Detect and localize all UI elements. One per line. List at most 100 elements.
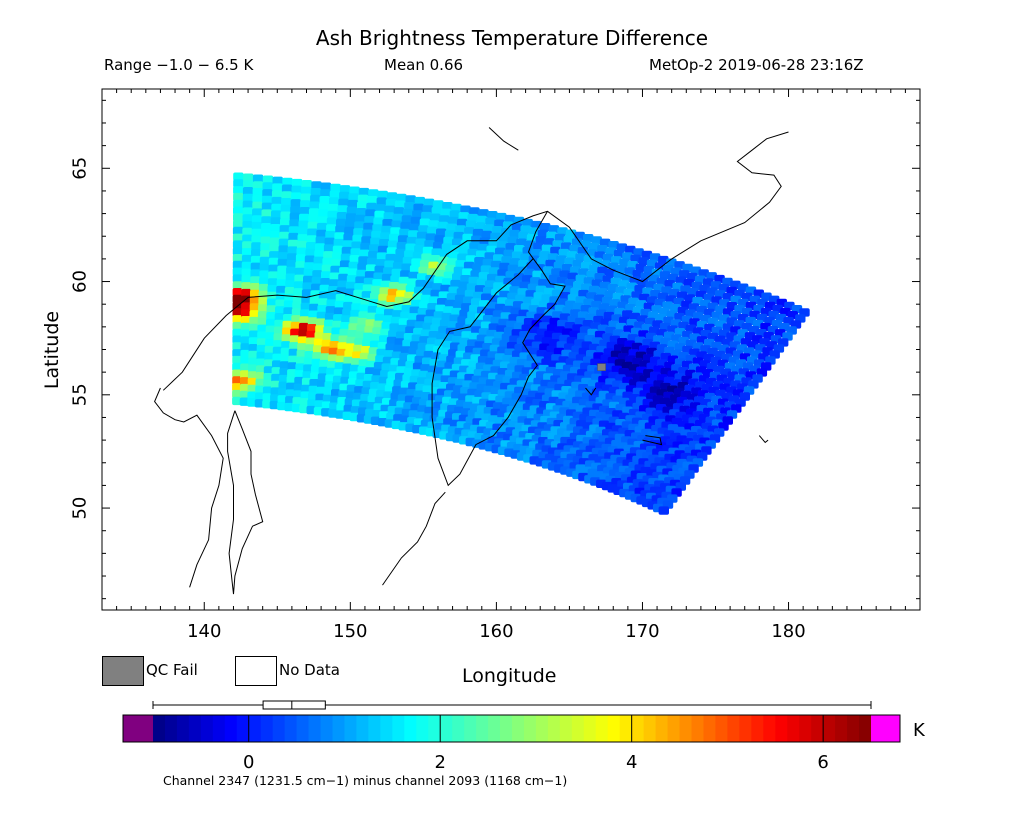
swath-pixel bbox=[387, 240, 399, 249]
swath-pixel bbox=[330, 265, 341, 275]
swath-pixel bbox=[299, 213, 310, 223]
swath-pixel bbox=[505, 299, 516, 308]
swath-pixel bbox=[602, 253, 614, 263]
swath-pixel bbox=[257, 331, 268, 340]
swath-pixel bbox=[326, 217, 338, 226]
swath-pixel bbox=[380, 328, 391, 338]
swath-pixel bbox=[275, 299, 286, 308]
swath-pixel bbox=[316, 311, 328, 321]
swath-pixel bbox=[363, 277, 375, 287]
swath-pixel bbox=[242, 214, 253, 223]
swath-pixel bbox=[268, 257, 280, 267]
colorbar-segment bbox=[344, 715, 358, 742]
swath-pixel bbox=[282, 177, 293, 187]
swath-pixel bbox=[276, 279, 287, 288]
swath-pixel bbox=[314, 249, 325, 259]
swath-pixel bbox=[381, 273, 393, 283]
swath-pixel bbox=[453, 266, 465, 276]
swath-pixel bbox=[343, 233, 354, 242]
swath-pixel bbox=[265, 339, 276, 348]
swath-pixel bbox=[522, 247, 533, 256]
colorbar-segment bbox=[296, 715, 310, 742]
swath-pixel bbox=[288, 232, 299, 242]
colorbar-segment bbox=[248, 715, 262, 742]
swath-pixel bbox=[266, 318, 277, 328]
swath-pixel bbox=[233, 192, 244, 202]
swath-pixel bbox=[242, 200, 254, 209]
swath-pixel bbox=[362, 284, 374, 293]
swath-pixel bbox=[321, 264, 333, 273]
swath-pixel bbox=[377, 245, 389, 255]
swath-pixel bbox=[619, 258, 630, 267]
swath-pixel bbox=[443, 306, 454, 315]
swath-pixel bbox=[489, 267, 500, 276]
swath-pixel bbox=[270, 224, 281, 233]
swath-pixel bbox=[457, 253, 468, 262]
swath-pixel bbox=[327, 210, 338, 220]
swath-pixel bbox=[423, 198, 435, 207]
colorbar-segment bbox=[787, 715, 800, 742]
swath-pixel bbox=[422, 246, 434, 256]
colorbar-segment bbox=[176, 715, 190, 742]
swath-pixel bbox=[295, 363, 306, 372]
swath-pixel bbox=[288, 348, 300, 358]
swath-pixel bbox=[257, 317, 269, 327]
swath-pixel bbox=[395, 200, 406, 209]
swath-pixel bbox=[232, 369, 243, 378]
swath-pixel bbox=[489, 295, 500, 304]
swath-pixel bbox=[549, 296, 560, 305]
swath-pixel bbox=[310, 188, 322, 197]
swath-pixel bbox=[405, 326, 416, 335]
swath-pixel bbox=[260, 236, 271, 245]
swath-pixel bbox=[465, 255, 477, 264]
swath-pixel bbox=[349, 316, 360, 325]
swath-pixel bbox=[600, 260, 611, 269]
swath-pixel bbox=[309, 303, 320, 313]
swath-pixel bbox=[293, 281, 305, 290]
swath-pixel bbox=[307, 317, 319, 326]
swath-pixel bbox=[293, 288, 304, 297]
swath-pixel bbox=[408, 230, 419, 239]
swath-pixel bbox=[596, 288, 608, 297]
swath-pixel bbox=[272, 176, 283, 185]
swath-pixel bbox=[605, 247, 616, 256]
coastline bbox=[758, 435, 769, 444]
swath-pixel bbox=[616, 264, 627, 274]
swath-pixel bbox=[353, 289, 364, 299]
swath-pixel bbox=[397, 235, 409, 244]
swath-pixel bbox=[241, 282, 252, 291]
swath-pixel bbox=[424, 240, 435, 249]
swath-pixel bbox=[280, 204, 292, 214]
swath-pixel bbox=[265, 325, 277, 334]
swath-pixel bbox=[341, 246, 353, 256]
swath-pixel bbox=[443, 271, 455, 280]
swath-pixel bbox=[481, 230, 492, 240]
swath-pixel bbox=[252, 188, 263, 197]
swath-pixel bbox=[430, 289, 441, 299]
swath-pixel bbox=[268, 264, 279, 273]
swath-pixel bbox=[340, 253, 352, 262]
qc-fail-label: QC Fail bbox=[146, 661, 198, 679]
swath-pixel bbox=[463, 261, 475, 271]
colorbar-caption: Channel 2347 (1231.5 cm−1) minus channel… bbox=[163, 773, 568, 788]
swath-pixel bbox=[240, 356, 251, 366]
swath-pixel bbox=[383, 267, 394, 276]
swath-pixel bbox=[589, 285, 600, 295]
swath-pixel bbox=[621, 273, 632, 283]
swath-pixel bbox=[492, 310, 504, 319]
swath-pixel bbox=[370, 237, 381, 246]
swath-pixel bbox=[334, 232, 345, 241]
colorbar-tick-label: 4 bbox=[626, 752, 637, 773]
swath-pixel bbox=[451, 307, 462, 317]
swath-pixel bbox=[544, 238, 555, 247]
swath-pixel bbox=[453, 231, 464, 241]
swath-pixel bbox=[351, 241, 362, 250]
colorbar-segment bbox=[404, 715, 417, 742]
swath-pixel bbox=[242, 234, 253, 243]
swath-pixel bbox=[278, 245, 289, 254]
swath-pixel bbox=[251, 235, 262, 244]
colorbar-segment bbox=[655, 715, 669, 742]
swath-pixel bbox=[409, 306, 420, 315]
swath-pixel bbox=[335, 293, 347, 303]
swath-pixel bbox=[586, 270, 597, 280]
